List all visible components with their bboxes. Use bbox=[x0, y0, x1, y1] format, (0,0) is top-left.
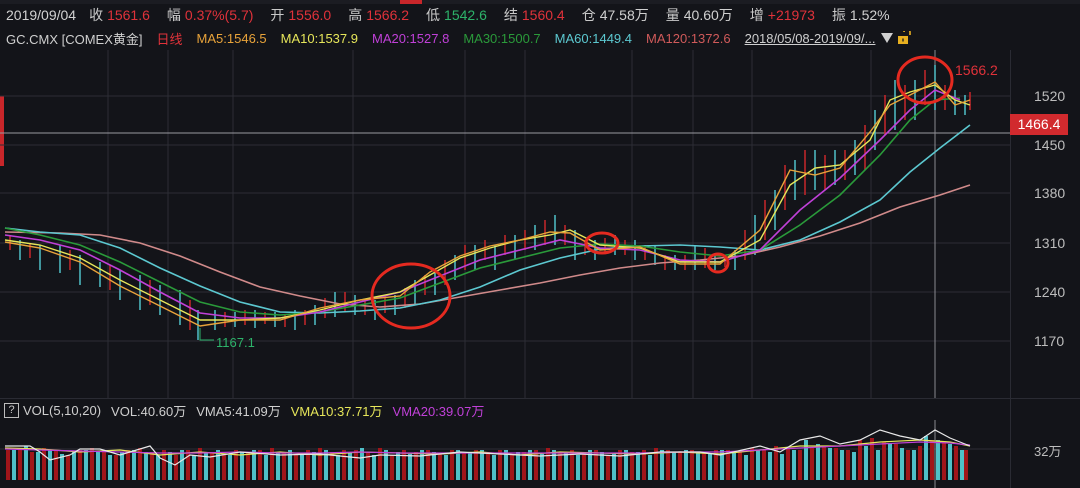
ma5-legend: MA5:1546.5 bbox=[196, 30, 267, 46]
change-value: 0.37%(5.7) bbox=[184, 7, 254, 23]
price-tick: 1170 bbox=[1034, 333, 1065, 349]
vma20-line bbox=[4, 441, 971, 454]
oi-change-label: 增 bbox=[749, 7, 764, 23]
high-value: 1566.2 bbox=[366, 7, 410, 23]
unlock-icon[interactable] bbox=[897, 28, 912, 45]
quote-date: 2019/09/04 bbox=[6, 7, 77, 23]
vol-value: VOL:40.60万 bbox=[111, 403, 187, 419]
date-range-link[interactable]: 2018/05/08-2019/09/... bbox=[744, 30, 876, 46]
amplitude-label: 振 bbox=[831, 7, 846, 23]
close-value: 1561.6 bbox=[107, 7, 150, 23]
settle-label: 结 bbox=[503, 7, 518, 23]
left-edge-marker bbox=[0, 96, 4, 166]
ma5-line bbox=[4, 81, 971, 327]
ma10-line bbox=[4, 84, 971, 321]
price-chart[interactable] bbox=[0, 50, 1080, 398]
amplitude-value: 1.52% bbox=[849, 7, 890, 23]
symbol-name: GC.CMX [COMEX黄金] bbox=[6, 31, 143, 47]
volume-legend: ? VOL(5,10,20) VOL:40.60万 VMA5:41.09万 VM… bbox=[4, 400, 494, 420]
vol-title: VOL(5,10,20) bbox=[23, 402, 102, 418]
annotation-circle-4 bbox=[896, 55, 954, 105]
ma10-legend: MA10:1537.9 bbox=[280, 30, 358, 46]
price-tick: 1520 bbox=[1034, 88, 1066, 104]
ma60-line bbox=[4, 124, 971, 314]
vma5-line bbox=[5, 429, 971, 466]
vma5-value: VMA5:41.09万 bbox=[196, 403, 281, 419]
triangle-down-icon[interactable] bbox=[881, 33, 894, 43]
open-interest-label: 仓 bbox=[581, 7, 596, 23]
candlesticks bbox=[9, 65, 971, 340]
active-tab-marker bbox=[400, 0, 422, 4]
quote-header: 2019/09/04 收 1561.6 幅 0.37%(5.7) 开 1556.0 高… bbox=[0, 4, 1080, 26]
ma20-line bbox=[4, 89, 961, 319]
help-icon[interactable]: ? bbox=[4, 402, 19, 418]
top-strip bbox=[0, 0, 1080, 4]
volume-bars bbox=[6, 436, 968, 480]
current-price-tag: 1466.4 bbox=[1010, 114, 1068, 135]
highlight-circles bbox=[370, 55, 954, 330]
price-tick: 1380 bbox=[1034, 185, 1066, 201]
ma20-legend: MA20:1527.8 bbox=[371, 30, 450, 46]
ma60-legend: MA60:1449.4 bbox=[554, 30, 633, 46]
annotation-circle-1 bbox=[370, 262, 452, 330]
indicator-legend: GC.CMX [COMEX黄金] 日线 MA5:1546.5 MA10:1537… bbox=[0, 27, 1080, 49]
annotation-circle-2 bbox=[584, 231, 620, 255]
open-value: 1556.0 bbox=[288, 7, 332, 23]
period-label[interactable]: 日线 bbox=[156, 31, 183, 47]
price-tick: 1450 bbox=[1034, 137, 1066, 153]
ma30-line bbox=[4, 97, 961, 316]
low-value: 1542.6 bbox=[444, 7, 487, 23]
grid-lines bbox=[0, 50, 1010, 398]
open-interest-value: 47.58万 bbox=[599, 7, 649, 23]
volume-value: 40.60万 bbox=[683, 7, 733, 23]
price-tick: 1240 bbox=[1034, 284, 1066, 300]
close-label: 收 bbox=[89, 7, 104, 23]
volume-axis-tick: 32万 bbox=[1034, 444, 1062, 459]
settle-value: 1560.4 bbox=[521, 7, 565, 23]
ma30-legend: MA30:1500.7 bbox=[463, 30, 541, 46]
volume-chart[interactable] bbox=[0, 420, 1010, 488]
change-label: 幅 bbox=[166, 7, 181, 23]
panel-divider bbox=[0, 398, 1080, 399]
volume-label: 量 bbox=[665, 7, 680, 23]
price-tick: 1310 bbox=[1034, 235, 1066, 251]
annotation-circle-3 bbox=[706, 252, 730, 274]
high-label: 高 bbox=[348, 7, 363, 23]
low-marker-line bbox=[199, 328, 214, 341]
open-label: 开 bbox=[270, 7, 285, 23]
vma10-value: VMA10:37.71万 bbox=[290, 403, 383, 419]
low-price-marker: 1167.1 bbox=[216, 335, 255, 350]
ma120-line bbox=[4, 184, 971, 308]
vma20-value: VMA20:39.07万 bbox=[392, 403, 485, 419]
price-axis bbox=[1010, 50, 1080, 488]
high-price-marker: 1566.2 bbox=[955, 62, 998, 78]
ma120-legend: MA120:1372.6 bbox=[646, 30, 731, 46]
low-label: 低 bbox=[426, 7, 441, 23]
oi-change-value: +21973 bbox=[767, 7, 815, 23]
